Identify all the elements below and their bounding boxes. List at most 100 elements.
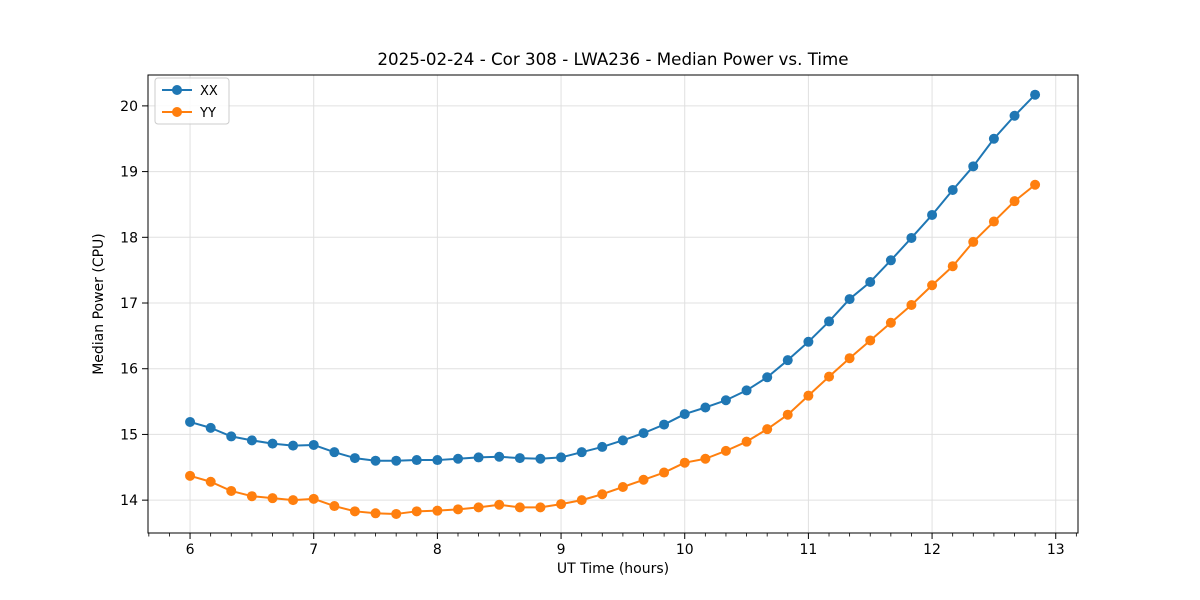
data-point-YY [267, 493, 278, 504]
legend-box [154, 77, 230, 125]
x-tick-label: 7 [309, 542, 318, 558]
data-point-YY [927, 280, 938, 291]
data-point-XX [556, 452, 567, 463]
data-point-YY [741, 436, 752, 447]
data-point-XX [205, 422, 216, 433]
y-tick-label: 15 [120, 427, 138, 443]
x-tick-label: 11 [799, 542, 817, 558]
data-point-YY [246, 491, 257, 502]
data-point-YY [947, 261, 958, 272]
data-point-XX [535, 453, 546, 464]
data-layer [185, 89, 1041, 519]
data-point-XX [782, 355, 793, 366]
y-tick-label: 19 [120, 165, 138, 181]
data-point-YY [906, 299, 917, 310]
axis-layer: 6 7 8 9 10 11 12 13 14 15 16 17 18 19 20 [120, 74, 1079, 558]
data-point-YY [576, 495, 587, 506]
data-point-YY [391, 508, 402, 519]
data-point-XX [514, 453, 525, 464]
data-point-XX [576, 447, 587, 458]
data-point-YY [885, 317, 896, 328]
data-point-YY [782, 409, 793, 420]
x-tick-label: 8 [433, 542, 442, 558]
data-point-XX [762, 372, 773, 383]
data-point-YY [803, 390, 814, 401]
legend: XX YY [154, 77, 230, 125]
data-point-XX [617, 435, 628, 446]
grid-layer [148, 75, 1078, 533]
data-point-XX [432, 455, 443, 466]
data-point-YY [844, 353, 855, 364]
data-point-YY [494, 499, 505, 510]
x-tick-label: 13 [1047, 542, 1065, 558]
data-point-XX [906, 232, 917, 243]
data-point-YY [308, 493, 319, 504]
data-point-XX [453, 453, 464, 464]
x-axis-label: UT Time (hours) [557, 561, 669, 577]
data-point-YY [370, 508, 381, 519]
data-point-XX [246, 435, 257, 446]
data-point-XX [411, 455, 422, 466]
legend-label-XX: XX [200, 84, 218, 99]
data-point-YY [535, 502, 546, 513]
data-point-YY [205, 476, 216, 487]
data-point-XX [803, 336, 814, 347]
data-point-XX [1009, 110, 1020, 121]
data-point-YY [968, 236, 979, 247]
legend-marker-XX [172, 85, 182, 95]
data-point-YY [679, 457, 690, 468]
data-point-XX [494, 451, 505, 462]
data-point-XX [659, 419, 670, 430]
data-point-YY [411, 506, 422, 517]
data-point-XX [865, 276, 876, 287]
x-tick-label: 6 [186, 542, 195, 558]
chart-title: 2025-02-24 - Cor 308 - LWA236 - Median P… [377, 49, 848, 69]
data-point-XX [720, 395, 731, 406]
data-point-XX [308, 439, 319, 450]
data-point-XX [288, 440, 299, 451]
data-point-YY [432, 505, 443, 516]
data-point-YY [453, 504, 464, 515]
data-point-YY [720, 445, 731, 456]
data-point-XX [927, 209, 938, 220]
data-point-YY [865, 335, 876, 346]
legend-label-YY: YY [199, 106, 216, 121]
y-tick-label: 18 [120, 230, 138, 246]
data-point-XX [329, 447, 340, 458]
data-point-YY [638, 474, 649, 485]
data-point-XX [370, 455, 381, 466]
x-tick-label: 10 [676, 542, 694, 558]
y-axis-label: Median Power (CPU) [91, 233, 107, 375]
legend-marker-YY [172, 107, 182, 117]
axes-box [147, 74, 1079, 534]
data-point-YY [988, 216, 999, 227]
data-point-YY [473, 502, 484, 513]
data-point-YY [349, 506, 360, 517]
x-tick-label: 12 [923, 542, 941, 558]
data-point-XX [844, 294, 855, 305]
data-point-XX [267, 438, 278, 449]
data-point-YY [617, 482, 628, 493]
data-point-YY [1030, 179, 1041, 190]
data-point-XX [968, 161, 979, 172]
data-point-XX [349, 453, 360, 464]
data-point-XX [679, 409, 690, 420]
data-point-YY [659, 467, 670, 478]
data-point-XX [185, 416, 196, 427]
y-tick-label: 20 [120, 99, 138, 115]
data-point-YY [762, 424, 773, 435]
data-point-XX [1030, 89, 1041, 100]
data-point-YY [226, 485, 237, 496]
data-point-XX [473, 452, 484, 463]
data-point-XX [597, 441, 608, 452]
data-point-XX [988, 133, 999, 144]
data-point-YY [288, 495, 299, 506]
data-point-YY [329, 501, 340, 512]
data-point-XX [824, 316, 835, 327]
x-tick-label: 9 [557, 542, 566, 558]
y-tick-label: 16 [120, 362, 138, 378]
data-point-XX [885, 255, 896, 266]
series-line-XX [189, 94, 1036, 462]
